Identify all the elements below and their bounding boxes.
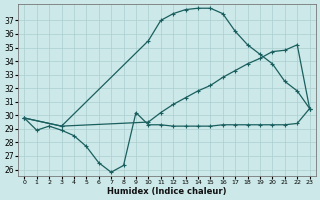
X-axis label: Humidex (Indice chaleur): Humidex (Indice chaleur): [107, 187, 227, 196]
